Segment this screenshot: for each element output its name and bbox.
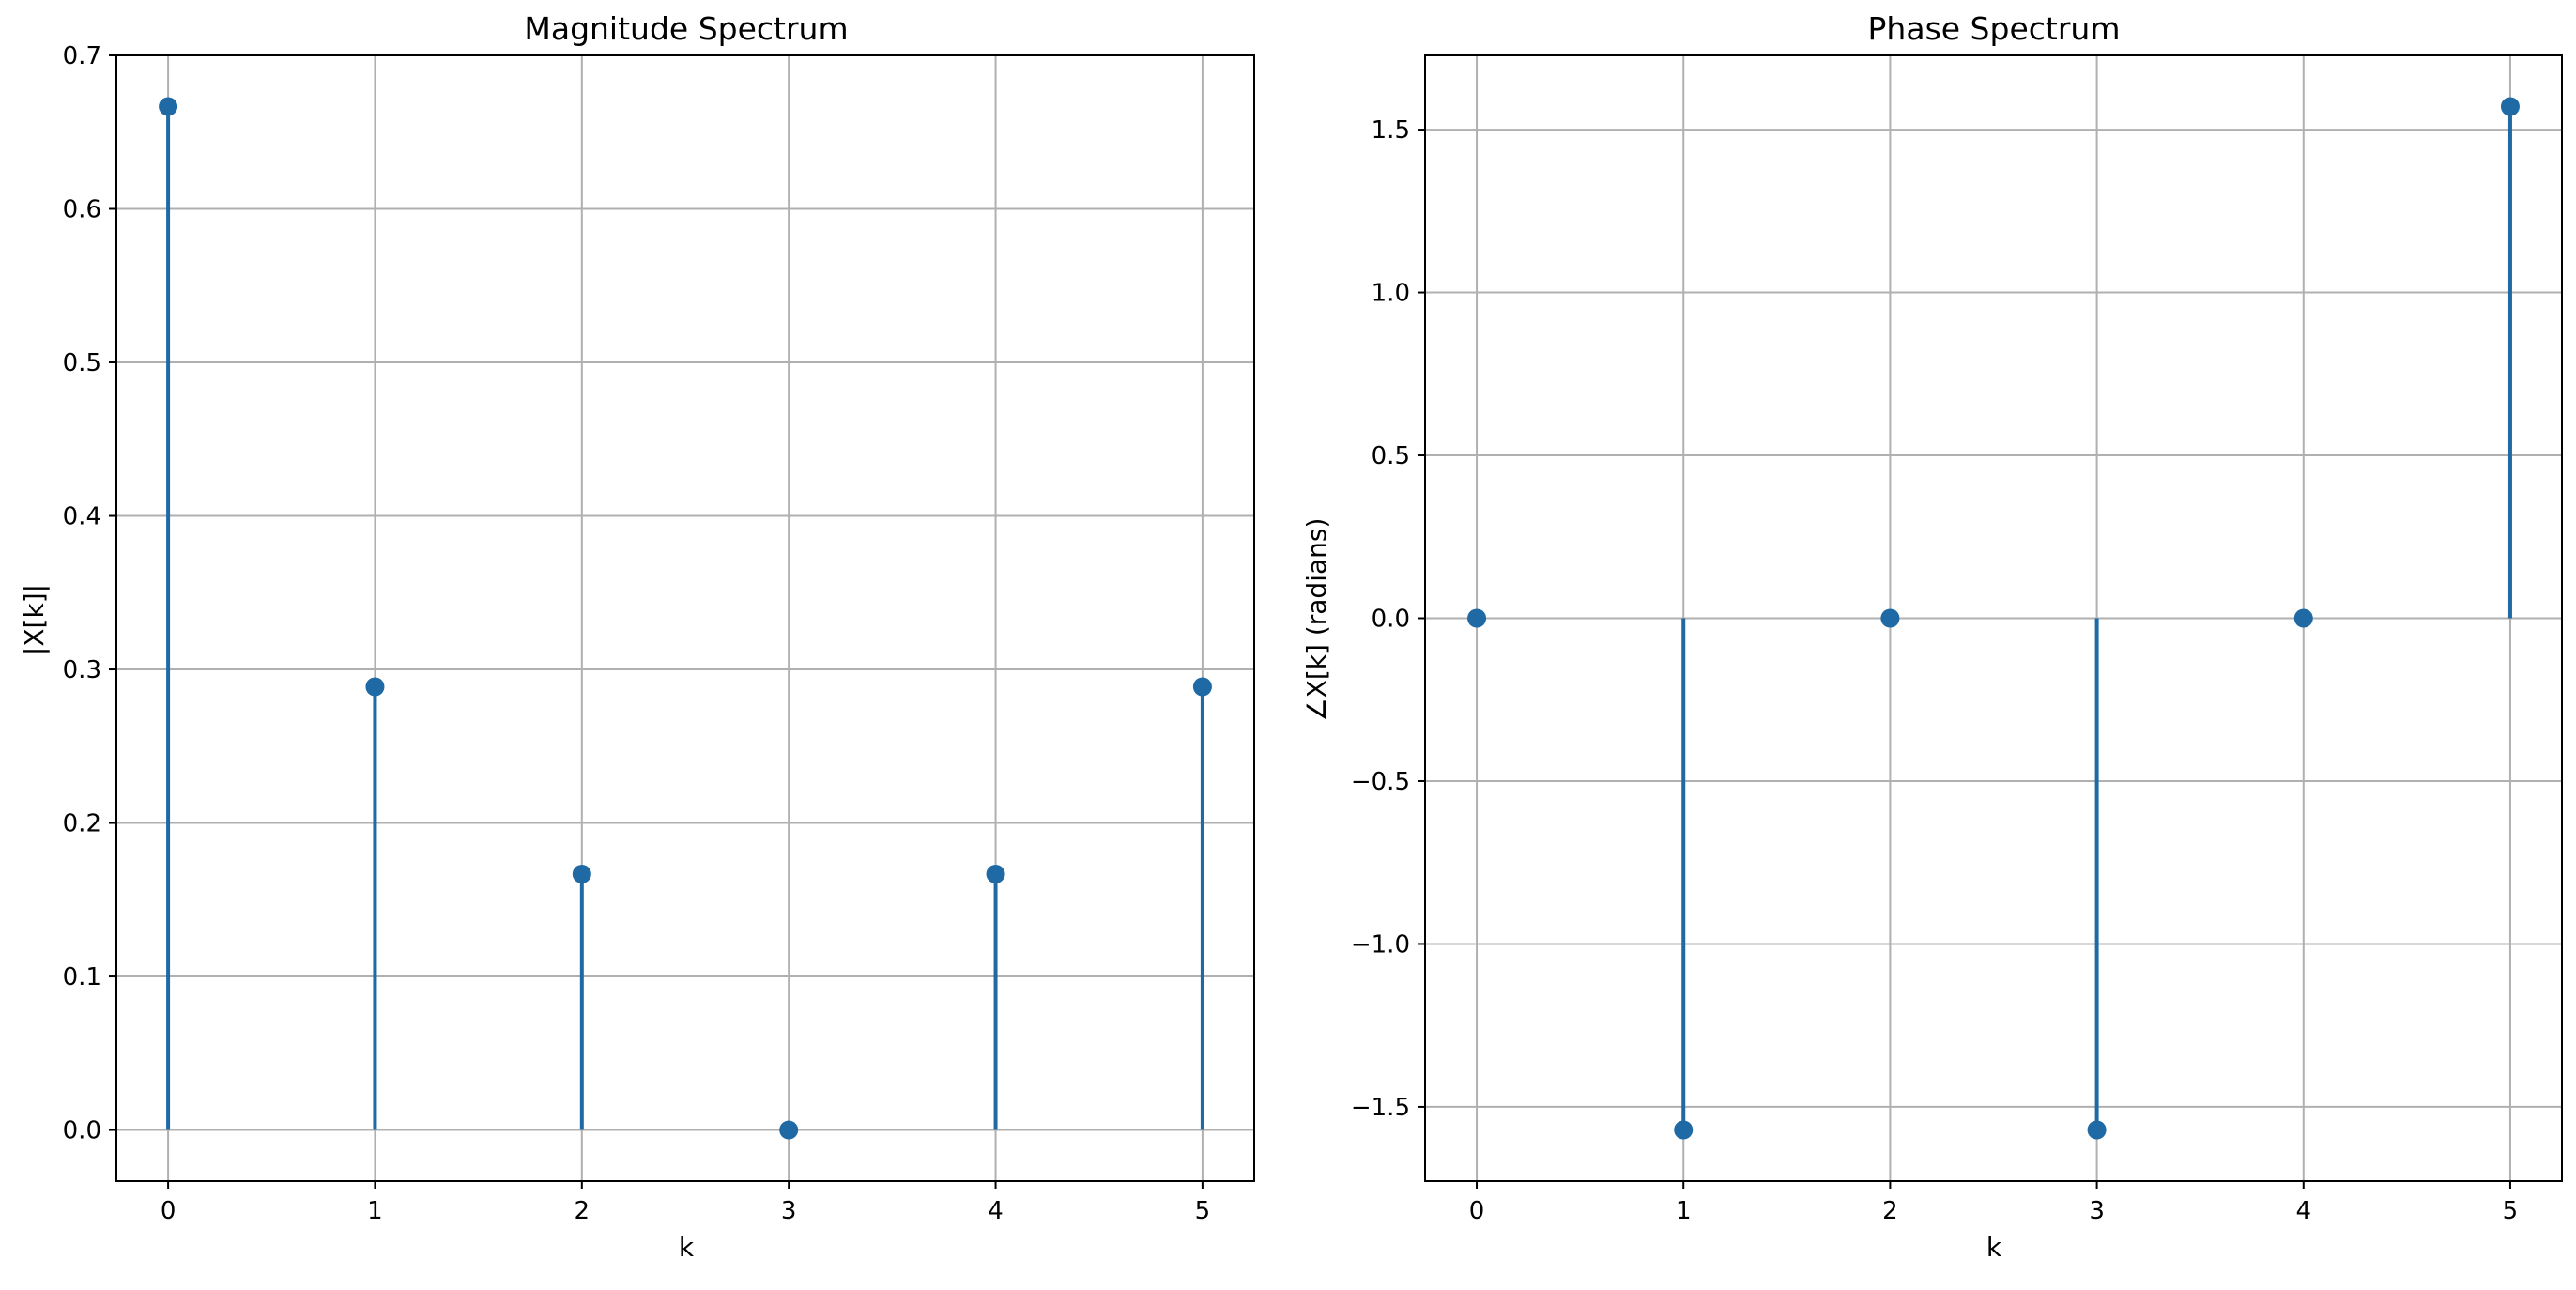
magnitude-x-tick-label: 1 (367, 1197, 383, 1225)
magnitude-x-tick-label: 5 (1195, 1197, 1211, 1225)
phase-spectrum-title: Phase Spectrum (1868, 10, 2121, 47)
magnitude-y-tick-label: 0.3 (63, 656, 101, 684)
magnitude-y-tick-label: 0.6 (63, 196, 101, 224)
magnitude-spectrum-panel: Magnitude Spectrum k |X[k]| 0 1 2 3 4 5 0.0 0.1… (19, 10, 1255, 1263)
phase-stem-marker (1674, 1120, 1694, 1140)
phase-y-tick-label: −1.5 (1351, 1094, 1410, 1122)
magnitude-stem-marker (572, 864, 591, 883)
phase-axes-frame (1424, 54, 2563, 1182)
phase-y-tick-label: 1.0 (1372, 280, 1410, 308)
magnitude-stem-marker (365, 677, 385, 697)
phase-x-tick-label: 5 (2503, 1197, 2519, 1225)
magnitude-stem-marker (1192, 677, 1212, 697)
magnitude-y-tick-label: 0.4 (63, 503, 101, 531)
magnitude-axes-frame (115, 54, 1255, 1182)
magnitude-spectrum-title: Magnitude Spectrum (524, 10, 848, 47)
magnitude-x-axis-label: k (679, 1232, 695, 1263)
phase-stem-marker (1880, 608, 1900, 628)
magnitude-x-tick-label: 0 (161, 1197, 176, 1225)
phase-stem-marker (2293, 608, 2313, 628)
magnitude-y-tick-label: 0.2 (63, 810, 101, 838)
magnitude-y-tick-label: 0.1 (63, 963, 101, 991)
phase-stem-marker (2500, 97, 2520, 116)
phase-x-tick-label: 3 (2089, 1197, 2105, 1225)
phase-x-tick-label: 1 (1676, 1197, 1692, 1225)
phase-x-tick-label: 0 (1469, 1197, 1485, 1225)
phase-x-tick-label: 2 (1882, 1197, 1898, 1225)
phase-spectrum-panel: Phase Spectrum k ∠X[k] (radians) 0 1 2 3 4 5 −… (1301, 10, 2563, 1263)
phase-y-tick-label: −0.5 (1351, 768, 1410, 796)
phase-y-tick-label: −1.0 (1351, 930, 1410, 959)
phase-x-tick-label: 4 (2295, 1197, 2311, 1225)
phase-y-axis-label: ∠X[k] (radians) (1301, 518, 1332, 722)
magnitude-x-tick-label: 2 (575, 1197, 590, 1225)
phase-y-tick-label: 0.5 (1372, 442, 1410, 470)
magnitude-stem-marker (986, 864, 1005, 883)
magnitude-x-tick-label: 3 (781, 1197, 797, 1225)
phase-stem-marker (2087, 1120, 2107, 1140)
magnitude-y-tick-label: 0.5 (63, 349, 101, 377)
magnitude-y-tick-label: 0.7 (63, 42, 101, 70)
magnitude-stem-marker (159, 97, 178, 116)
magnitude-x-tick-label: 4 (988, 1197, 1004, 1225)
magnitude-y-axis-label: |X[k]| (19, 584, 50, 655)
phase-stem-marker (1467, 608, 1487, 628)
magnitude-y-tick-label: 0.0 (63, 1117, 101, 1145)
phase-x-axis-label: k (1986, 1232, 2002, 1263)
phase-y-tick-label: 1.5 (1372, 116, 1410, 145)
phase-y-tick-label: 0.0 (1372, 606, 1410, 634)
magnitude-stem-marker (779, 1120, 799, 1140)
